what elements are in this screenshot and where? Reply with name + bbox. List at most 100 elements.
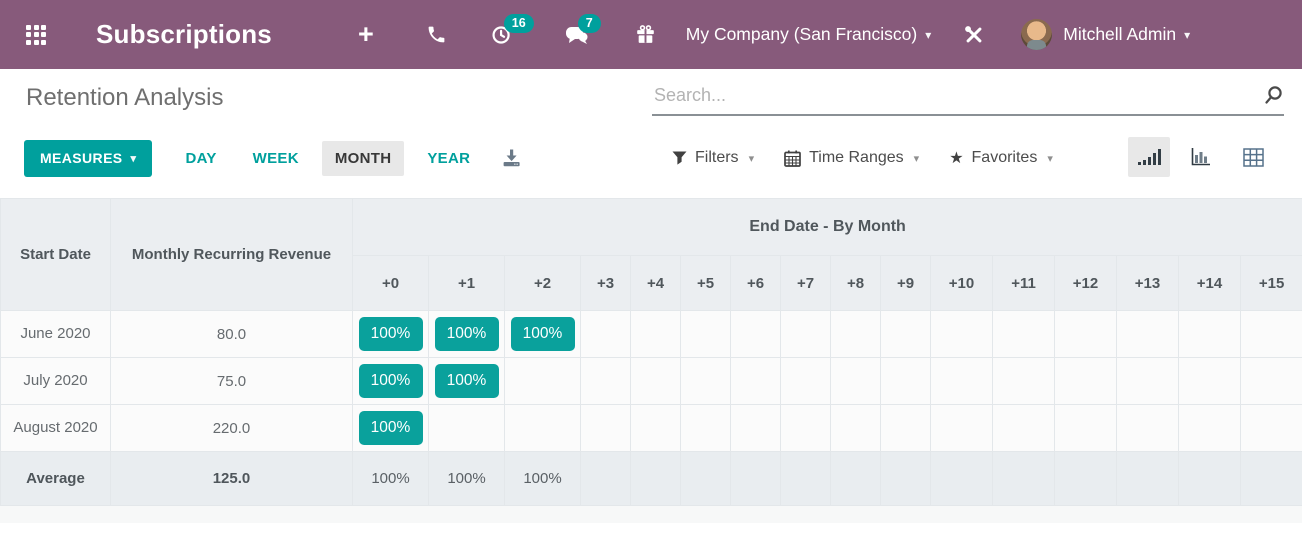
cohort-cell-empty <box>1178 357 1241 405</box>
activities-clock-icon[interactable]: 16 <box>491 13 534 46</box>
row-value: 75.0 <box>110 357 353 405</box>
interval-week-button[interactable]: WEEK <box>252 149 299 167</box>
average-cell: 100% <box>352 451 429 506</box>
chevron-down-icon <box>1047 152 1053 165</box>
retention-badge[interactable]: 100% <box>434 364 499 398</box>
period-header: +6 <box>730 255 781 311</box>
view-cohort-button[interactable] <box>1128 137 1170 177</box>
row-label: July 2020 <box>0 357 111 405</box>
signal-bars-icon <box>1137 149 1161 165</box>
average-cell-empty <box>1239 451 1302 506</box>
view-barchart-button[interactable] <box>1180 137 1222 177</box>
cohort-cell: 100% <box>428 310 505 358</box>
download-icon[interactable] <box>501 148 522 168</box>
average-value: 125.0 <box>110 451 353 506</box>
cohort-cell-empty <box>830 357 881 405</box>
cohort-cell-empty <box>992 357 1055 405</box>
time-ranges-menu[interactable]: Time Ranges <box>784 149 919 167</box>
cohort-cell-empty <box>930 310 993 358</box>
user-menu[interactable]: Mitchell Admin <box>1063 24 1190 45</box>
retention-badge[interactable]: 100% <box>434 317 499 351</box>
interval-month-button[interactable]: MONTH <box>321 140 405 176</box>
period-header: +2 <box>504 255 581 311</box>
average-cell: 100% <box>504 451 581 506</box>
retention-badge[interactable]: 100% <box>510 317 575 351</box>
avatar[interactable] <box>1021 19 1053 50</box>
cohort-cell-empty <box>1054 357 1117 405</box>
period-header: +15 <box>1239 255 1302 311</box>
period-header: +14 <box>1178 255 1241 311</box>
retention-badge[interactable]: 100% <box>358 364 423 398</box>
cohort-cell-empty <box>992 310 1055 358</box>
phone-icon[interactable] <box>426 24 447 45</box>
period-header: +13 <box>1116 255 1179 311</box>
cohort-cell-empty <box>780 404 831 452</box>
messages-badge: 7 <box>577 13 601 33</box>
cohort-cell-empty <box>504 404 581 452</box>
period-header: +4 <box>630 255 681 311</box>
cohort-cell-empty <box>930 404 993 452</box>
interval-year-button[interactable]: YEAR <box>427 149 471 167</box>
average-cell: 100% <box>428 451 505 506</box>
cohort-cell-empty <box>1054 310 1117 358</box>
average-label: Average <box>0 451 111 506</box>
average-cell-empty <box>1054 451 1117 506</box>
period-header: +9 <box>880 255 931 311</box>
row-label: August 2020 <box>0 404 111 452</box>
average-cell-empty <box>992 451 1055 506</box>
period-header: +1 <box>428 255 505 311</box>
cohort-cell-empty <box>680 404 731 452</box>
average-cell-empty <box>1116 451 1179 506</box>
cohort-table: Start Date Monthly Recurring Revenue End… <box>0 198 1302 506</box>
average-cell-empty <box>830 451 881 506</box>
cohort-cell-empty <box>630 404 681 452</box>
cohort-cell: 100% <box>352 357 429 405</box>
view-pivot-button[interactable] <box>1232 137 1274 177</box>
start-date-header: Start Date <box>0 198 111 311</box>
interval-day-button[interactable]: DAY <box>185 149 217 167</box>
measures-button[interactable]: MEASURES <box>24 139 153 177</box>
page-title: Retention Analysis <box>26 84 224 111</box>
filter-funnel-icon <box>672 151 687 165</box>
messages-icon[interactable]: 7 <box>565 13 601 46</box>
cohort-cell-empty <box>930 357 993 405</box>
filters-menu[interactable]: Filters <box>672 149 754 167</box>
cohort-cell: 100% <box>504 310 581 358</box>
cohort-cell-empty <box>830 310 881 358</box>
period-header: +5 <box>680 255 731 311</box>
top-navbar: Subscriptions + 16 7 My Company (San Fra… <box>0 0 1302 69</box>
search-icon[interactable] <box>1262 85 1284 112</box>
cohort-row: August 2020 220.0 100% <box>0 404 1302 452</box>
cohort-cell-empty <box>630 310 681 358</box>
cohort-cell-empty <box>580 404 631 452</box>
average-cell-empty <box>880 451 931 506</box>
cohort-cell-empty <box>680 310 731 358</box>
search-input[interactable] <box>652 77 1284 116</box>
period-header: +12 <box>1054 255 1117 311</box>
retention-badge[interactable]: 100% <box>358 411 423 445</box>
cohort-row: July 2020 75.0 100% 100% <box>0 357 1302 405</box>
plus-icon[interactable]: + <box>357 19 374 49</box>
interval-buttons: DAY WEEK MONTH YEAR <box>162 140 483 176</box>
favorites-menu[interactable]: Favorites <box>949 148 1053 168</box>
cohort-cell-empty <box>1116 357 1179 405</box>
cohort-cell-empty <box>428 404 505 452</box>
filter-group: Filters Time Ranges Favorites <box>672 139 1053 177</box>
cohort-cell-empty <box>730 357 781 405</box>
cohort-cell-empty <box>880 310 931 358</box>
cohort-row: June 2020 80.0 100% 100% 100% <box>0 310 1302 358</box>
star-icon <box>949 148 963 168</box>
cohort-cell-empty <box>830 404 881 452</box>
search-box <box>652 77 1284 116</box>
company-name: My Company (San Francisco) <box>685 24 918 44</box>
apps-menu-icon[interactable] <box>26 24 46 45</box>
retention-badge[interactable]: 100% <box>358 317 423 351</box>
row-label: June 2020 <box>0 310 111 358</box>
period-header: +0 <box>352 255 429 311</box>
developer-tools-icon[interactable] <box>963 24 985 46</box>
gift-icon[interactable] <box>635 24 656 45</box>
average-cell-empty <box>730 451 781 506</box>
activities-badge: 16 <box>503 13 534 33</box>
row-value: 80.0 <box>110 310 353 358</box>
company-switcher[interactable]: My Company (San Francisco) <box>686 24 932 45</box>
